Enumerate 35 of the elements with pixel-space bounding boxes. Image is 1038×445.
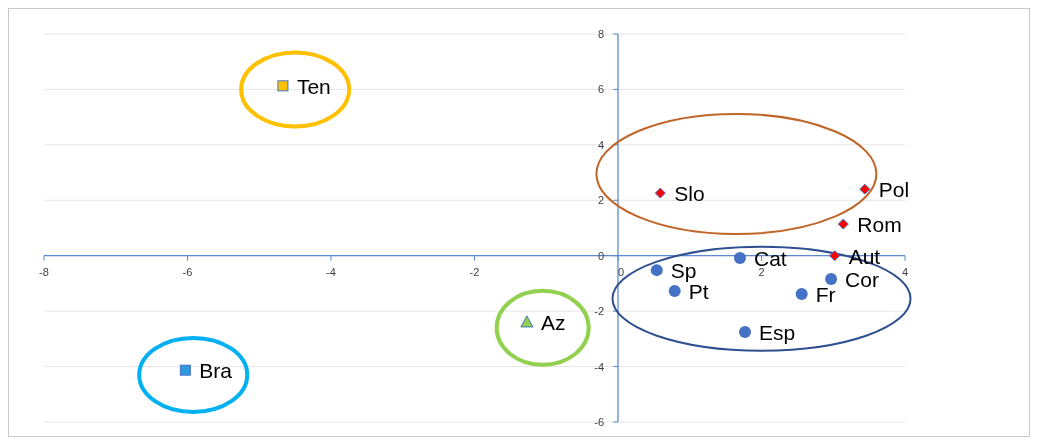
- point: [825, 272, 838, 285]
- point: [829, 250, 841, 262]
- point: [277, 80, 289, 92]
- point: [654, 187, 666, 199]
- point: [668, 284, 681, 297]
- annotation: Esp: [759, 320, 796, 344]
- x-tick-label: -8: [39, 265, 49, 278]
- point: [859, 183, 871, 195]
- x-tick-label: 0: [617, 265, 625, 278]
- y-tick-label: -2: [594, 305, 604, 318]
- y-tick-label: -6: [594, 416, 604, 428]
- x-tick-label: -6: [182, 265, 193, 278]
- y-tick-label: 6: [597, 83, 604, 96]
- x-tick-label: -2: [469, 265, 480, 278]
- annotation: Pol: [878, 178, 910, 202]
- point: [179, 364, 191, 376]
- y-tick-label: 8: [597, 28, 604, 40]
- point: [739, 325, 751, 338]
- annotation: Rom: [857, 213, 902, 237]
- point: [733, 251, 746, 264]
- point: [520, 315, 534, 328]
- y-tick-label: 2: [597, 194, 604, 207]
- annotation: Ten: [296, 74, 331, 98]
- annotation: Fr: [815, 282, 836, 306]
- y-tick-label: 4: [597, 138, 604, 151]
- annotation: Az: [540, 310, 566, 334]
- annotation: Bra: [199, 359, 233, 383]
- x-tick-label: 4: [901, 265, 909, 278]
- point: [837, 218, 849, 230]
- annotation: Cor: [845, 267, 879, 291]
- point: [650, 264, 663, 277]
- x-tick-label: -4: [326, 265, 336, 278]
- y-tick-label: -4: [594, 360, 604, 373]
- point: [795, 287, 808, 300]
- annotation: Slo: [674, 182, 705, 206]
